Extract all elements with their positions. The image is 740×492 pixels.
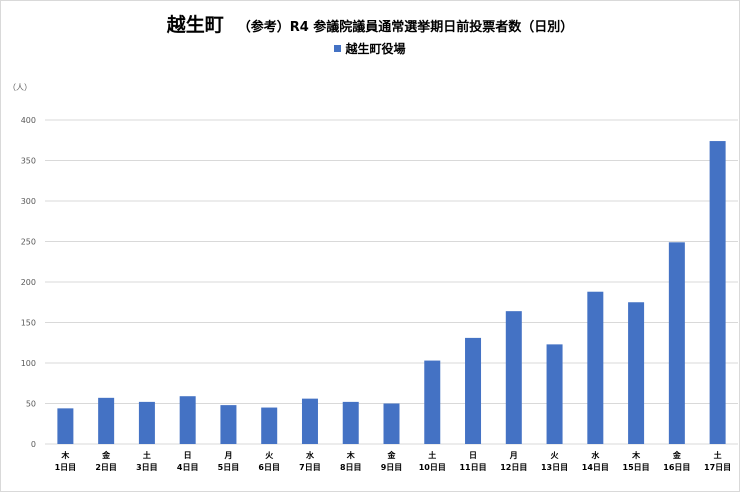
bar-16 [668, 242, 685, 444]
bar-8 [342, 401, 359, 444]
x-tick-day-6: 6日目 [258, 463, 280, 472]
bar-4 [179, 396, 196, 444]
x-tick-weekday-12: 月 [509, 451, 518, 460]
bar-10 [424, 360, 441, 444]
bar-3 [138, 401, 155, 444]
bar-7 [301, 398, 318, 444]
x-tick-day-11: 11日目 [459, 463, 486, 472]
y-tick-label-4: 200 [21, 278, 36, 287]
chart-title-main: 越生町 [166, 14, 224, 36]
bar-11 [465, 337, 482, 444]
legend-label: 越生町役場 [345, 42, 406, 56]
y-tick-label-7: 350 [21, 157, 36, 166]
legend: 越生町役場 [0, 40, 740, 57]
x-tick-day-16: 16日目 [663, 463, 690, 472]
x-tick-weekday-9: 金 [387, 450, 397, 460]
x-tick-day-4: 4日目 [177, 463, 199, 472]
x-tick-day-17: 17日目 [704, 463, 731, 472]
x-tick-weekday-6: 火 [265, 451, 274, 460]
y-tick-label-2: 100 [21, 359, 36, 368]
x-tick-day-10: 10日目 [419, 463, 446, 472]
y-tick-label-5: 250 [21, 238, 36, 247]
x-tick-weekday-11: 日 [469, 451, 477, 460]
x-tick-weekday-8: 木 [346, 450, 356, 460]
x-tick-day-2: 2日目 [95, 463, 117, 472]
x-tick-weekday-10: 土 [428, 450, 436, 460]
y-tick-label-1: 50 [26, 400, 36, 409]
x-tick-day-3: 3日目 [136, 463, 158, 472]
x-tick-day-7: 7日目 [299, 463, 321, 472]
y-tick-label-6: 300 [21, 197, 36, 206]
chart-title-sub: （参考）R4 参議院議員通常選挙期日前投票者数（日別） [237, 20, 574, 35]
chart-title: 越生町 （参考）R4 参議院議員通常選挙期日前投票者数（日別） [0, 10, 740, 37]
bar-9 [383, 403, 400, 444]
y-tick-label-0: 0 [31, 440, 36, 449]
x-tick-day-8: 8日目 [340, 463, 362, 472]
x-tick-day-9: 9日目 [381, 463, 403, 472]
y-tick-label-3: 150 [21, 319, 36, 328]
bar-1 [57, 408, 74, 444]
x-tick-weekday-13: 火 [551, 451, 560, 460]
x-tick-day-12: 12日目 [500, 463, 527, 472]
bar-14 [587, 291, 604, 444]
x-tick-weekday-3: 土 [143, 450, 151, 460]
x-tick-day-5: 5日目 [218, 463, 240, 472]
bar-13 [546, 344, 563, 444]
x-tick-weekday-15: 木 [631, 450, 641, 460]
legend-swatch [334, 45, 342, 52]
y-tick-label-8: 400 [21, 116, 36, 125]
x-tick-weekday-7: 水 [305, 450, 315, 460]
bar-2 [98, 397, 115, 444]
x-tick-weekday-14: 水 [590, 450, 600, 460]
x-tick-weekday-4: 日 [184, 451, 192, 460]
x-tick-day-15: 15日目 [623, 463, 650, 472]
bar-17 [709, 141, 726, 444]
x-tick-weekday-5: 月 [223, 451, 232, 460]
x-tick-weekday-1: 木 [60, 450, 70, 460]
bar-6 [261, 407, 278, 444]
x-tick-day-13: 13日目 [541, 463, 568, 472]
x-tick-day-1: 1日目 [55, 463, 77, 472]
bar-12 [505, 311, 522, 444]
x-tick-weekday-17: 土 [714, 450, 722, 460]
x-tick-weekday-16: 金 [672, 450, 682, 460]
x-tick-day-14: 14日目 [582, 463, 609, 472]
bar-5 [220, 405, 237, 444]
bar-15 [628, 302, 645, 444]
x-tick-weekday-2: 金 [101, 450, 111, 460]
y-axis-unit-label: （人） [8, 83, 32, 92]
